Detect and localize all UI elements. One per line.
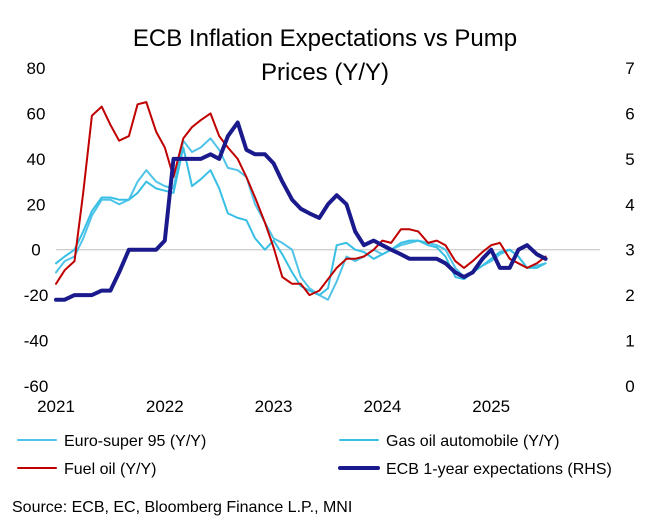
x-axis: 2021 2022 2023 2024 2025 <box>37 397 510 416</box>
y-right-tick-label: 6 <box>625 104 634 123</box>
y-right-tick-label: 0 <box>625 377 634 396</box>
legend-label: ECB 1-year expectations (RHS) <box>386 461 612 478</box>
legend-label: Gas oil automobile (Y/Y) <box>386 433 559 450</box>
y-left-tick-label: 20 <box>27 195 46 214</box>
y-right-tick-label: 3 <box>625 241 634 260</box>
series-layer <box>54 101 548 302</box>
x-tick-label: 2022 <box>146 397 184 416</box>
y-right-tick-label: 2 <box>625 286 634 305</box>
y-left-axis: 80 60 40 20 0 -20 -40 -60 <box>24 59 49 396</box>
legend-label: Euro-super 95 (Y/Y) <box>64 433 206 450</box>
y-left-tick-label: 0 <box>31 241 40 260</box>
x-tick-label: 2024 <box>363 397 401 416</box>
legend: Euro-super 95 (Y/Y) Gas oil automobile (Y… <box>17 433 612 478</box>
y-right-tick-label: 4 <box>625 195 634 214</box>
y-left-tick-label: 60 <box>27 104 46 123</box>
y-right-tick-label: 5 <box>625 150 634 169</box>
chart-title-line-2: Prices (Y/Y) <box>261 59 389 86</box>
chart-title-line-1: ECB Inflation Expectations vs Pump <box>133 25 517 52</box>
y-left-tick-label: -40 <box>24 332 49 351</box>
y-right-tick-label: 7 <box>625 59 634 78</box>
x-tick-label: 2023 <box>255 397 293 416</box>
y-right-tick-label: 1 <box>625 332 634 351</box>
series-line-4 <box>54 120 548 302</box>
x-tick-label: 2025 <box>472 397 510 416</box>
y-left-tick-label: 40 <box>27 150 46 169</box>
series-line-3 <box>55 101 547 297</box>
y-right-axis: 7 6 5 4 3 2 1 0 <box>625 59 634 396</box>
legend-label: Fuel oil (Y/Y) <box>64 461 156 478</box>
y-left-tick-label: -20 <box>24 286 49 305</box>
series-line-2 <box>55 146 547 297</box>
x-tick-label: 2021 <box>37 397 75 416</box>
y-left-tick-label: -60 <box>24 377 49 396</box>
series-line-1 <box>55 137 547 301</box>
y-left-tick-label: 80 <box>27 59 46 78</box>
source-note: Source: ECB, EC, Bloomberg Finance L.P.,… <box>12 499 352 516</box>
